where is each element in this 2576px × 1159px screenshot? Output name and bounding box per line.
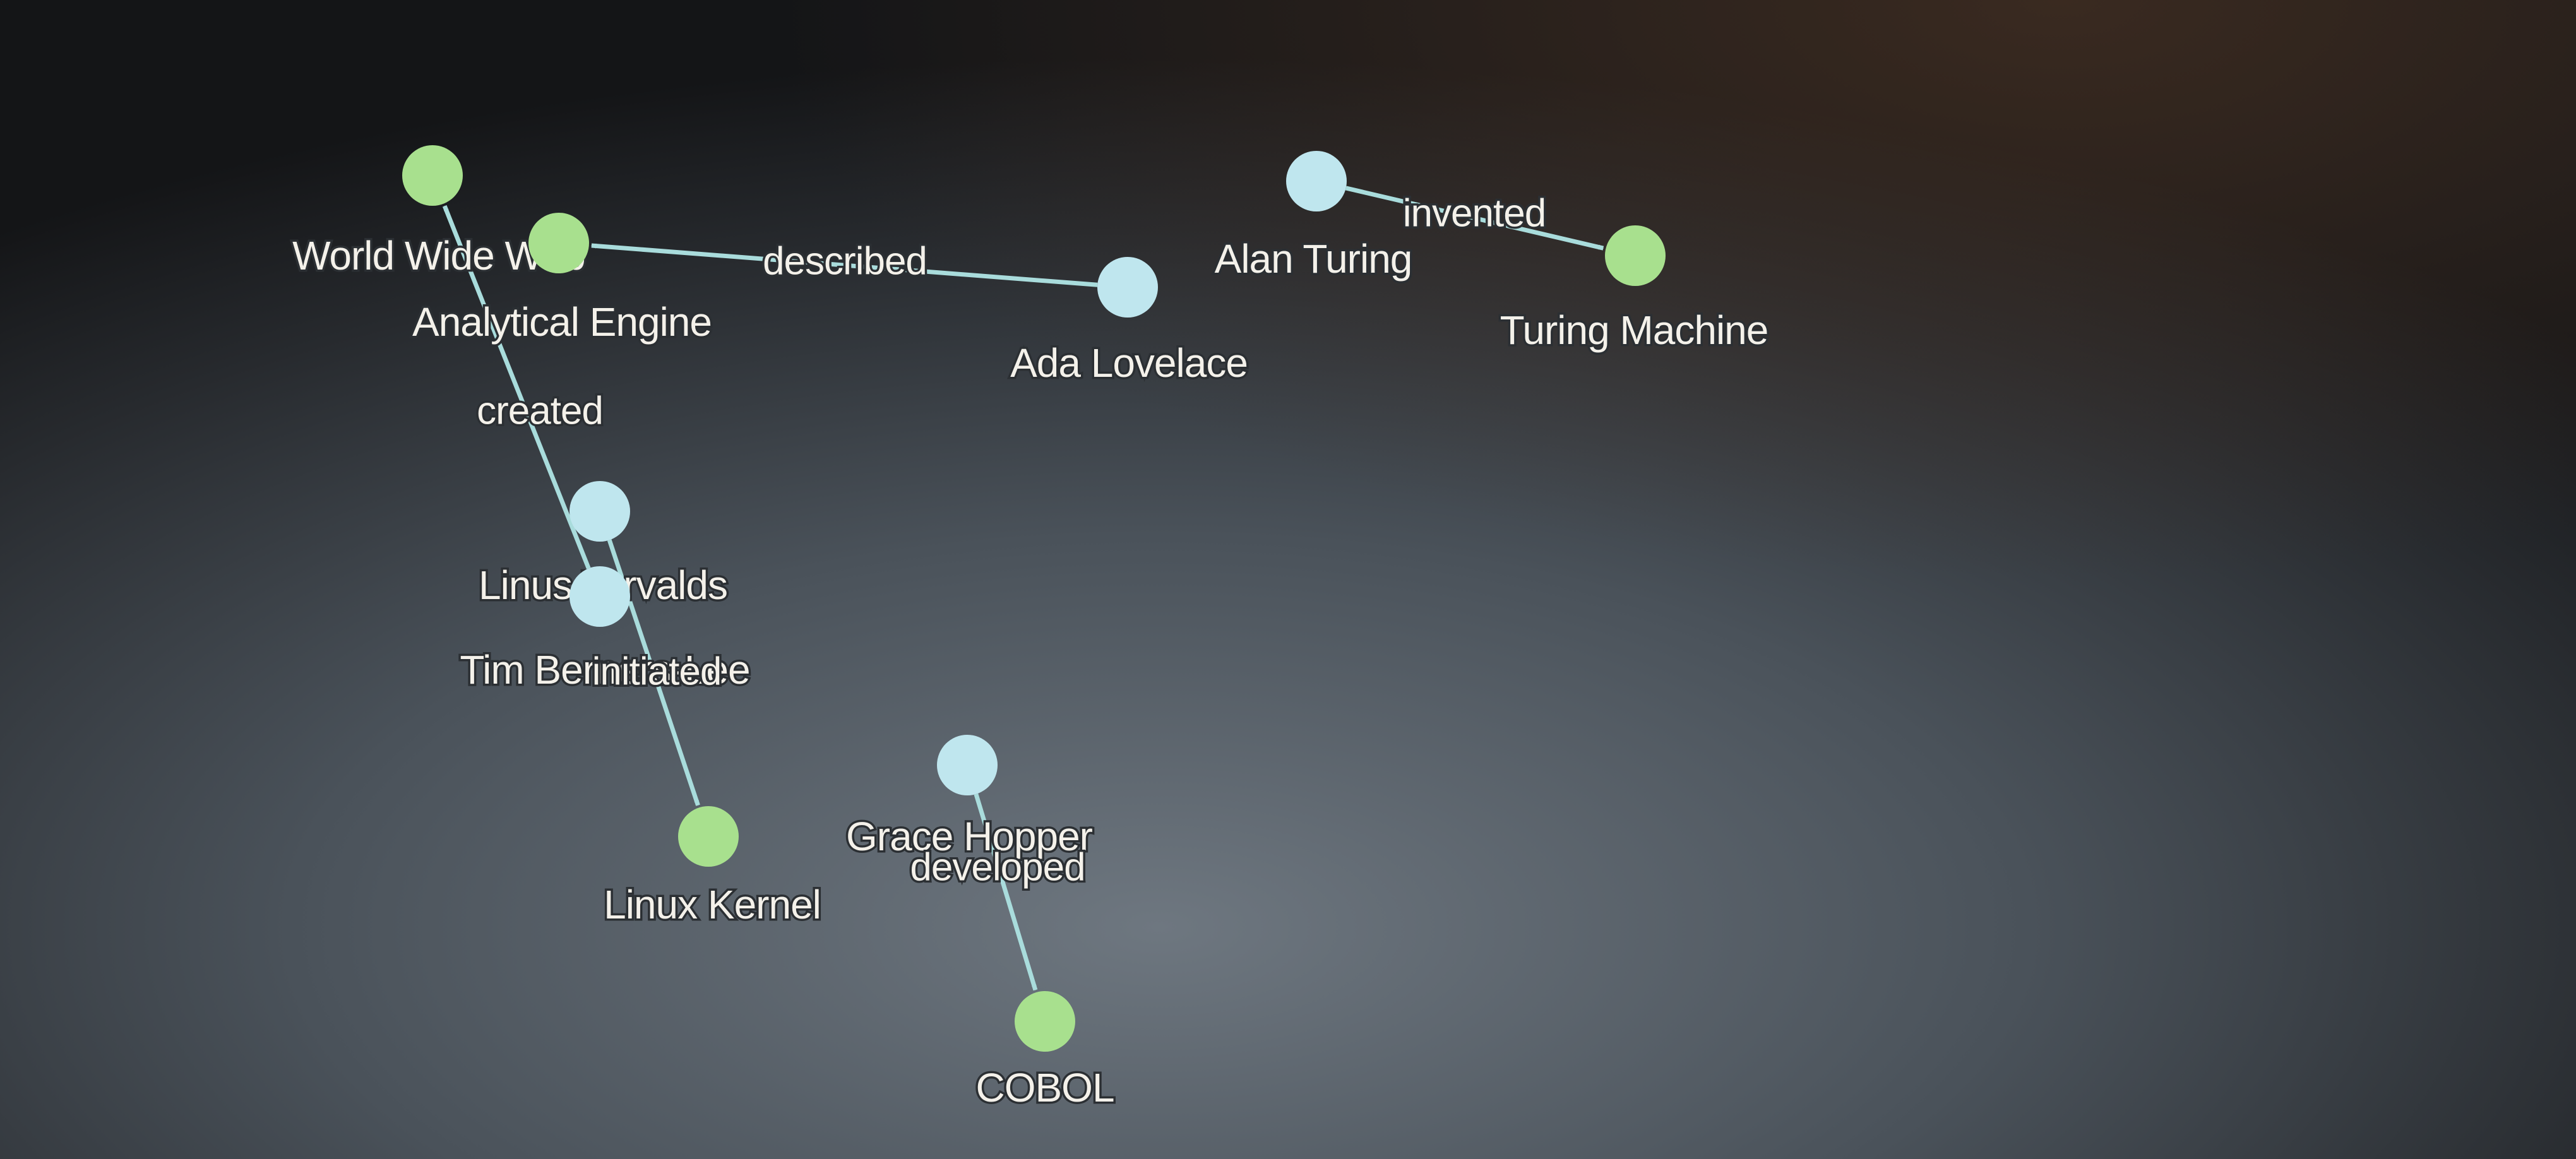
edge-tim-berners-lee-world-wide-web [442, 205, 591, 569]
edge-alan-turing-turing-machine [1345, 186, 1604, 251]
node-circle[interactable] [1605, 225, 1666, 286]
edge-label-initiated: initiated [592, 650, 722, 693]
node-cobol[interactable]: COBOL [974, 991, 1117, 1112]
node-circle[interactable] [569, 566, 630, 627]
node-label: Tim Berners-Lee [460, 647, 749, 692]
edge-label-created: created [477, 389, 603, 432]
edge-label-invented: invented [1403, 191, 1546, 235]
node-circle[interactable] [402, 145, 463, 206]
node-circle[interactable] [937, 735, 998, 795]
edge-label-described: described [763, 239, 927, 283]
node-label: Alan Turing [1215, 236, 1412, 282]
edge-ada-lovelace-analytical-engine [591, 243, 1098, 287]
node-label: COBOL [975, 1065, 1114, 1110]
edge-labels-layer: described invented created initiated develop… [475, 189, 1549, 891]
node-linux-kernel[interactable]: Linux Kernel [602, 806, 823, 929]
node-ada-lovelace[interactable]: Ada Lovelace [1008, 257, 1250, 388]
node-circle[interactable] [1015, 991, 1075, 1052]
node-circle[interactable] [678, 806, 739, 867]
node-tim-berners-lee[interactable]: Tim Berners-Lee [458, 566, 753, 694]
node-circle[interactable] [1097, 257, 1158, 318]
edge-label-developed: developed [910, 845, 1085, 889]
node-turing-machine[interactable]: Turing Machine [1498, 225, 1771, 355]
node-alan-turing[interactable]: Alan Turing [1212, 151, 1415, 283]
node-label: Linux Kernel [604, 882, 821, 927]
node-circle[interactable] [1286, 151, 1347, 211]
node-circle[interactable] [569, 481, 630, 542]
node-label: Ada Lovelace [1010, 340, 1248, 386]
node-label: Analytical Engine [412, 299, 712, 345]
node-circle[interactable] [528, 213, 589, 273]
node-grace-hopper[interactable]: Grace Hopper [844, 735, 1095, 861]
node-analytical-engine[interactable]: Analytical Engine [410, 213, 714, 347]
edge-grace-hopper-cobol [974, 793, 1038, 991]
node-label: Grace Hopper [846, 814, 1093, 859]
node-label: Turing Machine [1500, 307, 1768, 353]
